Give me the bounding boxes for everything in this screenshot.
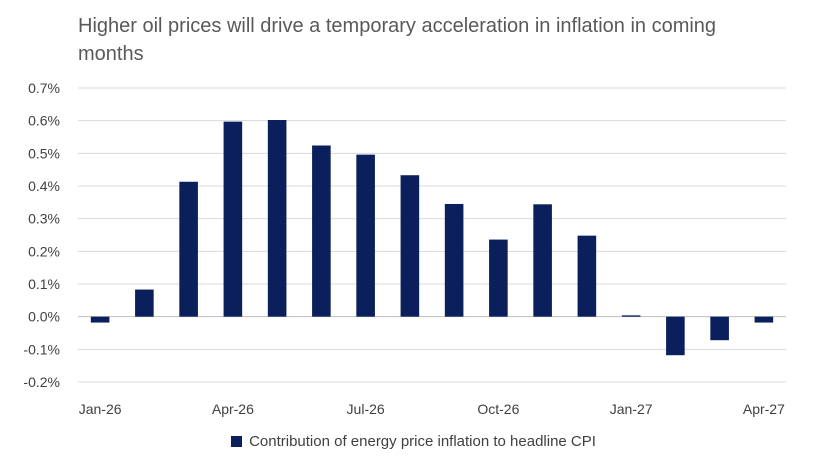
y-tick-label: -0.2% [23, 374, 60, 390]
bar [223, 121, 243, 317]
bar [356, 154, 375, 317]
y-tick-label: 0.0% [28, 309, 60, 325]
bar [444, 203, 464, 317]
x-tick-label: Oct-26 [477, 401, 519, 417]
x-tick-label: Jul-26 [347, 401, 385, 417]
x-axis-tick-labels: Jan-26 Apr-26 Jul-26 Oct-26 Jan-27 Apr-27 [79, 401, 785, 417]
y-tick-label: 0.4% [28, 178, 60, 194]
bar [666, 316, 685, 356]
bar [621, 315, 641, 317]
bar [754, 316, 774, 323]
y-tick-label: -0.1% [23, 341, 60, 357]
bar [267, 120, 287, 317]
y-tick-label: 0.6% [28, 113, 60, 129]
legend-swatch [231, 436, 243, 447]
legend-label: Contribution of energy price inflation t… [249, 433, 596, 450]
bars [90, 120, 774, 356]
y-tick-label: 0.2% [28, 243, 60, 259]
bar [577, 235, 597, 317]
bar [135, 289, 154, 317]
y-tick-label: 0.7% [28, 80, 60, 96]
y-tick-label: 0.1% [28, 276, 60, 292]
bar [489, 239, 508, 317]
x-tick-label: Jan-26 [79, 401, 122, 417]
x-tick-label: Jan-27 [610, 401, 653, 417]
bar [179, 181, 198, 317]
y-tick-label: 0.3% [28, 211, 60, 227]
x-tick-label: Apr-27 [743, 401, 785, 417]
bar [312, 145, 331, 317]
chart-title: Higher oil prices will drive a temporary… [78, 15, 717, 65]
bar [90, 316, 110, 323]
bar [400, 175, 420, 317]
bar [710, 316, 729, 341]
y-tick-label: 0.5% [28, 145, 60, 161]
x-tick-label: Apr-26 [212, 401, 254, 417]
legend: Contribution of energy price inflation t… [0, 433, 827, 450]
bar [533, 204, 552, 317]
y-axis-tick-labels: -0.2% -0.1% 0.0% 0.1% 0.2% 0.3% 0.4% 0.5% 0.6% 0.… [23, 80, 60, 390]
